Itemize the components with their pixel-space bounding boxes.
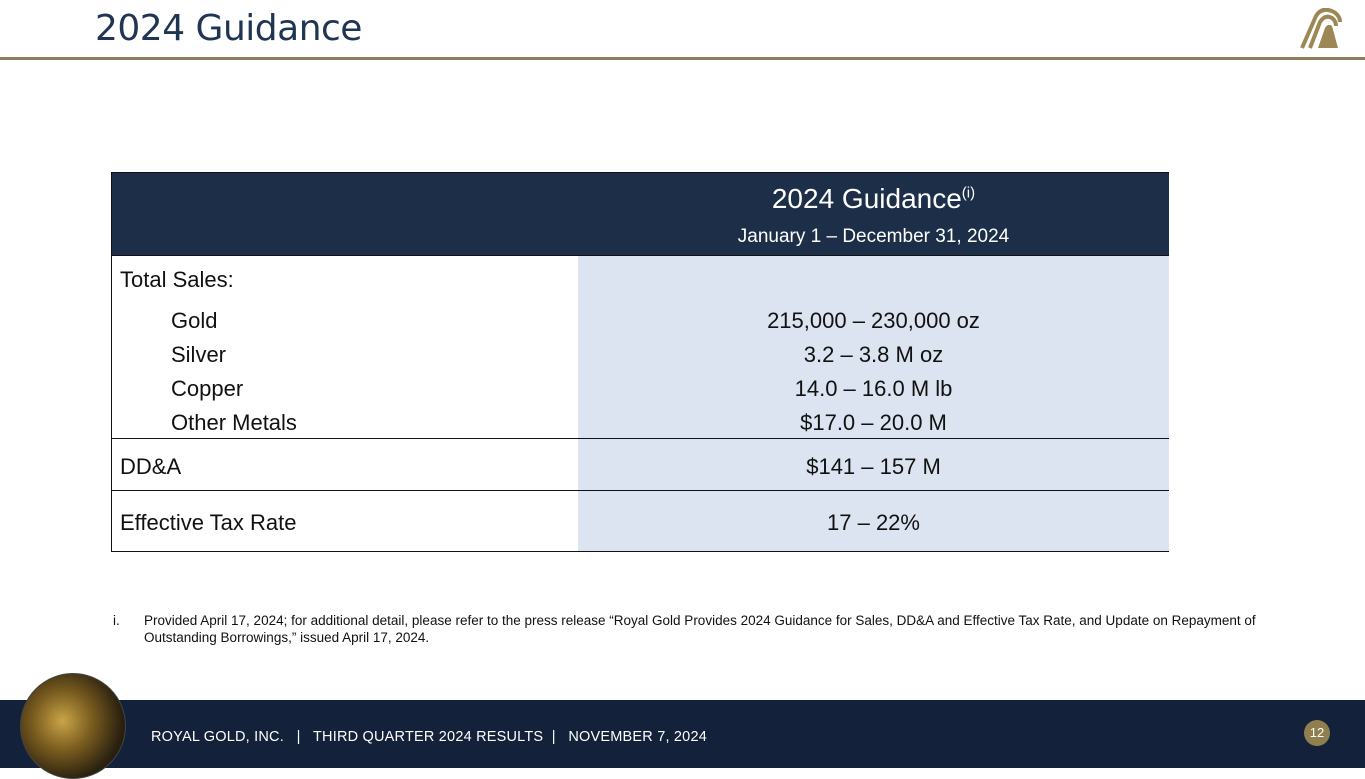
- row-value: $141 – 157 M: [806, 454, 941, 479]
- row-divider: [112, 490, 1169, 491]
- footnote-ref: (i): [961, 184, 976, 202]
- footnote-marker: i.: [113, 613, 120, 628]
- row-label: Silver: [171, 342, 227, 367]
- page-title: 2024 Guidance: [95, 8, 362, 49]
- row-label: DD&A: [120, 454, 182, 479]
- row-label: Gold: [171, 308, 218, 333]
- royal-gold-logo-icon: [1300, 8, 1342, 49]
- row-label: Effective Tax Rate: [120, 510, 297, 535]
- page-number: 12: [1304, 720, 1330, 746]
- title-divider: [0, 57, 1365, 60]
- row-divider: [112, 438, 1169, 439]
- row-label: Other Metals: [171, 410, 297, 435]
- row-label: Copper: [171, 376, 244, 401]
- footer-bar: [0, 700, 1365, 768]
- total-sales-label: Total Sales:: [120, 267, 234, 292]
- row-value: 3.2 – 3.8 M oz: [803, 342, 944, 367]
- table-heading: 2024 Guidance(i): [771, 183, 976, 214]
- table-period: January 1 – December 31, 2024: [737, 226, 1010, 247]
- footer-text: ROYAL GOLD, INC. | THIRD QUARTER 2024 RE…: [151, 729, 707, 745]
- row-value: 17 – 22%: [827, 510, 920, 535]
- table-header: 2024 Guidance(i) January 1 – December 31…: [112, 172, 1169, 256]
- gold-bars-photo: [20, 673, 126, 779]
- row-value: $17.0 – 20.0 M: [800, 410, 947, 435]
- guidance-table: 2024 Guidance(i) January 1 – December 31…: [111, 172, 1169, 552]
- row-value: 215,000 – 230,000 oz: [767, 308, 980, 333]
- row-value: 14.0 – 16.0 M lb: [794, 376, 953, 401]
- value-column-background: [578, 256, 1169, 551]
- footnote-text: Provided April 17, 2024; for additional …: [144, 613, 1256, 645]
